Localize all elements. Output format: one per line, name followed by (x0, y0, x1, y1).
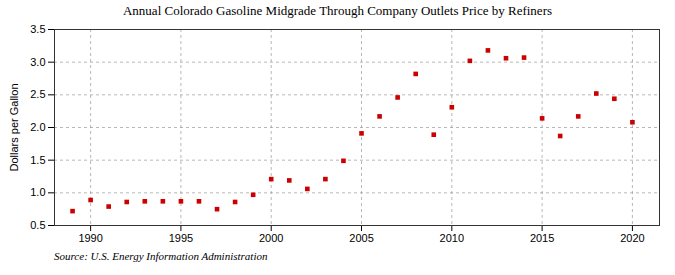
svg-text:2015: 2015 (530, 232, 554, 244)
svg-text:2.0: 2.0 (30, 121, 45, 133)
svg-text:2020: 2020 (620, 232, 644, 244)
svg-text:0.5: 0.5 (30, 219, 45, 231)
svg-text:1995: 1995 (169, 232, 193, 244)
svg-text:3.5: 3.5 (30, 23, 45, 35)
svg-text:2005: 2005 (349, 232, 373, 244)
svg-text:1.5: 1.5 (30, 154, 45, 166)
svg-text:1990: 1990 (78, 232, 102, 244)
svg-text:Dollars per Gallon: Dollars per Gallon (8, 83, 20, 171)
html-text:Annual Colorado Gasoline Midgr: Annual Colorado Gasoline Midgrade Throug… (123, 3, 552, 18)
svg-text:3.0: 3.0 (30, 56, 45, 68)
svg-text:1.0: 1.0 (30, 186, 45, 198)
svg-text:2010: 2010 (440, 232, 464, 244)
html-text:Source: U.S. Energy Informatio: Source: U.S. Energy Information Administ… (54, 250, 268, 262)
svg-text:2000: 2000 (259, 232, 283, 244)
svg-text:2.5: 2.5 (30, 88, 45, 100)
